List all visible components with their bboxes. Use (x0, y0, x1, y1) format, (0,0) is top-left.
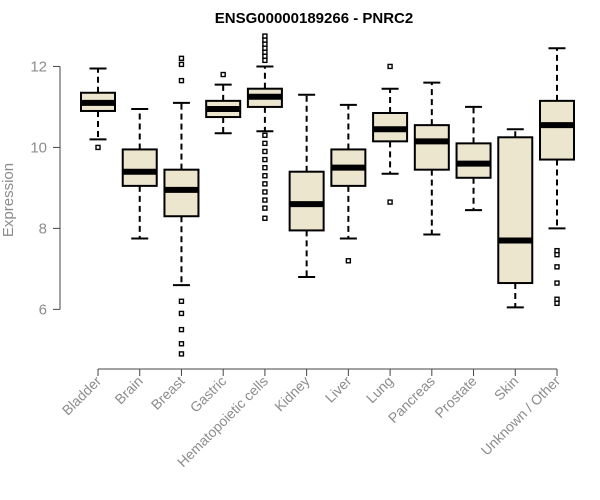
x-tick-label: Prostate (431, 373, 479, 421)
box-group (455, 105, 492, 212)
x-tick-label: Skin (491, 373, 522, 404)
box-iqr (288, 170, 325, 232)
outlier-point (262, 215, 268, 221)
box-iqr (539, 99, 575, 161)
outlier-point (220, 71, 226, 78)
box-iqr (497, 136, 534, 285)
outlier-point (262, 197, 268, 203)
outlier-point (262, 189, 268, 195)
box-group (330, 103, 367, 264)
box-group (539, 47, 575, 306)
box-iqr (455, 142, 492, 179)
outlier-point (554, 252, 560, 258)
box-iqr (163, 168, 200, 218)
x-tick-label: Bladder (59, 373, 105, 419)
y-tick-label: 6 (39, 301, 47, 318)
x-tick-label: Unknown / Other (478, 373, 564, 459)
box-group (288, 93, 325, 278)
box-group (121, 107, 158, 240)
x-tick-label: Liver (322, 373, 355, 406)
y-tick-label: 12 (30, 58, 47, 75)
outlier-point (554, 280, 560, 286)
chart-title: ENSG00000189266 - PNRC2 (215, 10, 413, 27)
y-axis: 6 8 10 12 (30, 58, 61, 318)
outlier-point (178, 298, 185, 304)
outlier-point (387, 199, 393, 205)
box-iqr (413, 124, 450, 171)
x-tick-label: Brain (111, 373, 145, 407)
box-group (497, 128, 534, 309)
outlier-point (262, 156, 268, 163)
boxes-layer (80, 33, 575, 357)
box-group (413, 81, 450, 236)
outlier-point (345, 258, 352, 264)
outlier-point (262, 164, 268, 171)
outlier-point (262, 132, 268, 138)
outlier-point (178, 351, 185, 357)
outlier-point (262, 140, 268, 147)
y-axis-label: Expression (0, 163, 17, 237)
box-group (372, 63, 409, 205)
outlier-point (262, 173, 268, 179)
outlier-point (387, 63, 393, 70)
x-tick-label: Lung (363, 373, 396, 406)
y-tick-label: 8 (39, 220, 47, 237)
outlier-point (554, 264, 560, 270)
outlier-point (178, 77, 185, 84)
outlier-point (178, 341, 185, 347)
box-group (246, 33, 283, 221)
outlier-point (262, 57, 268, 64)
box-group (80, 67, 116, 151)
outlier-point (178, 55, 185, 62)
box-group (205, 71, 242, 135)
y-tick-label: 10 (30, 139, 47, 156)
outlier-point (178, 61, 185, 68)
outlier-point (95, 144, 101, 151)
outlier-point (262, 148, 268, 155)
box-iqr (121, 148, 158, 187)
box-group (163, 55, 200, 357)
outlier-point (178, 326, 185, 333)
outlier-point (178, 310, 185, 317)
outlier-point (262, 181, 268, 187)
outlier-point (262, 205, 268, 211)
x-tick-label: Breast (148, 373, 188, 413)
outlier-point (554, 300, 560, 306)
x-tick-label: Kidney (271, 373, 313, 415)
